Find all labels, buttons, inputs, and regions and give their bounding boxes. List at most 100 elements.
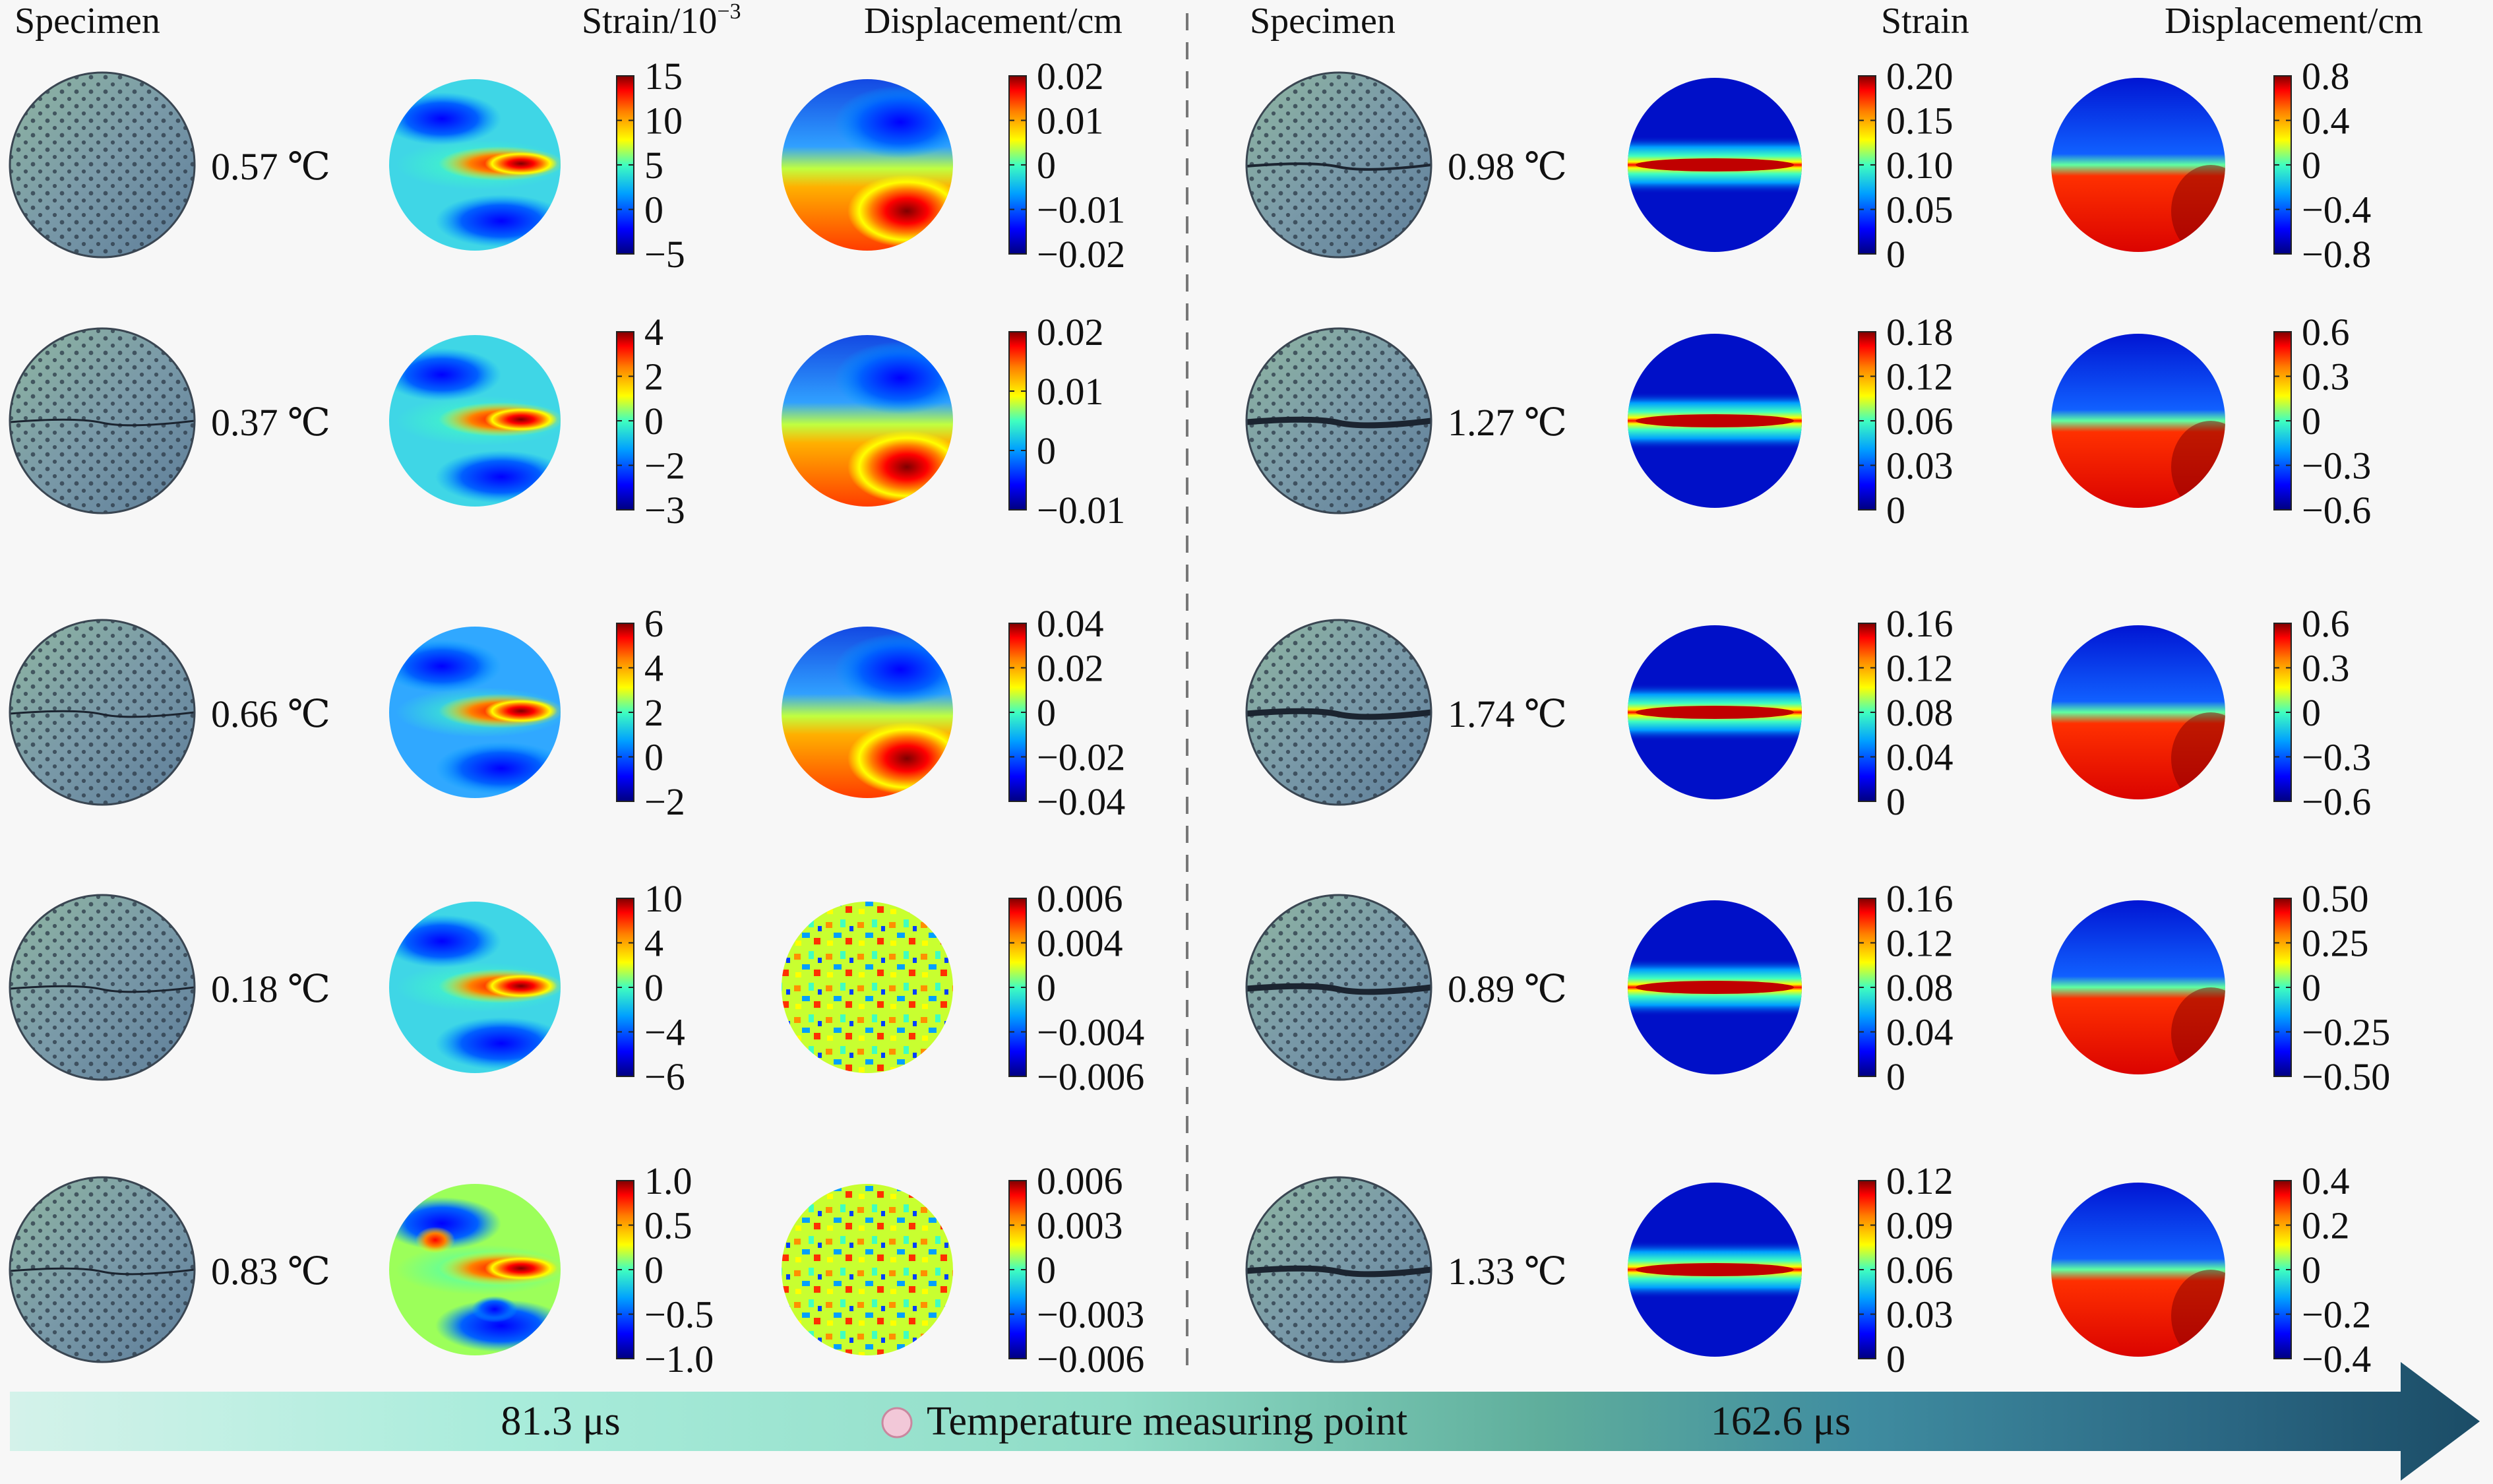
time-arrow: 81.3 μs Temperature measuring point 162.6 … bbox=[10, 1362, 2480, 1481]
colorbar-tick-label: 4 bbox=[644, 922, 663, 965]
colorbar-tick-label: −0.5 bbox=[644, 1293, 714, 1336]
displacement-colorbar: 0.020.010−0.01−0.02 bbox=[1008, 55, 1125, 276]
colorbar-tick-label: 0 bbox=[1886, 780, 1905, 823]
colorbar-tick-label: 0 bbox=[644, 966, 663, 1009]
time-label-left: 81.3 μs bbox=[501, 1399, 620, 1444]
specimen-photo bbox=[1245, 1176, 1432, 1363]
temperature-reading: 1.27 ℃ bbox=[1448, 401, 1567, 444]
strain-field-map bbox=[1628, 78, 1802, 252]
colorbar-tick-label: −0.003 bbox=[1037, 1293, 1144, 1336]
colorbar-tick-label: −6 bbox=[644, 1055, 685, 1098]
displacement-field-map bbox=[782, 79, 953, 251]
colorbar-tick-label: 0.12 bbox=[1886, 922, 1954, 965]
strain-colorbar: 420−2−3 bbox=[616, 311, 685, 532]
colorbar-tick-label: 0.02 bbox=[1037, 311, 1104, 354]
colorbar-tick-label: −0.3 bbox=[2302, 736, 2371, 779]
header-strain-right: Strain bbox=[1881, 1, 1969, 42]
colorbar-tick-label: 0.02 bbox=[1037, 55, 1104, 98]
header-strain-exponent: −3 bbox=[717, 0, 741, 24]
colorbar-tick-label: 2 bbox=[644, 691, 663, 734]
strain-field-map bbox=[389, 79, 561, 251]
colorbar-tick-label: 5 bbox=[644, 144, 663, 187]
legend-label: Temperature measuring point bbox=[927, 1399, 1407, 1444]
colorbar-tick-label: 10 bbox=[644, 100, 683, 142]
displacement-colorbar: 0.040.020−0.02−0.04 bbox=[1008, 602, 1125, 823]
colorbar-tick-label: −0.25 bbox=[2302, 1011, 2390, 1054]
time-label-right: 162.6 μs bbox=[1711, 1399, 1851, 1444]
temperature-reading: 0.66 ℃ bbox=[211, 693, 330, 735]
strain-field-map bbox=[1628, 900, 1802, 1074]
specimen-photo bbox=[9, 71, 196, 259]
displacement-colorbar: 0.60.30−0.3−0.6 bbox=[2273, 311, 2371, 532]
colorbar-tick-label: −0.50 bbox=[2302, 1055, 2390, 1098]
temperature-point-marker-icon bbox=[881, 1407, 913, 1438]
colorbar-tick-label: 0 bbox=[2302, 400, 2321, 443]
colorbar-tick-label: 2 bbox=[644, 356, 663, 398]
colorbar-tick-label: −0.3 bbox=[2302, 445, 2371, 487]
colorbar-tick-label: 0.4 bbox=[2302, 1159, 2350, 1202]
temperature-reading: 0.18 ℃ bbox=[211, 968, 330, 1010]
colorbar-tick-label: 0.006 bbox=[1037, 1159, 1123, 1202]
colorbar-tick-label: 0 bbox=[2302, 1249, 2321, 1291]
colorbar-tick-label: −3 bbox=[644, 489, 685, 532]
colorbar-tick-label: 0 bbox=[2302, 691, 2321, 734]
colorbar-tick-label: 1.0 bbox=[644, 1159, 692, 1202]
colorbar-tick-label: −0.01 bbox=[1037, 489, 1125, 532]
colorbar-tick-label: 0.04 bbox=[1886, 736, 1954, 779]
colorbar-tick-label: −1.0 bbox=[644, 1338, 714, 1380]
colorbar-tick-label: 0.05 bbox=[1886, 189, 1954, 232]
colorbar-tick-label: 0.004 bbox=[1037, 922, 1123, 965]
strain-field-map bbox=[1628, 334, 1802, 508]
colorbar-tick-label: 0.18 bbox=[1886, 311, 1954, 354]
colorbar-tick-label: 0.2 bbox=[2302, 1204, 2350, 1247]
colorbar-tick-label: 0.16 bbox=[1886, 877, 1954, 920]
displacement-colorbar: 0.40.20−0.2−0.4 bbox=[2273, 1159, 2371, 1380]
specimen-photo bbox=[1245, 619, 1432, 806]
strain-colorbar: 0.180.120.060.030 bbox=[1858, 311, 1954, 532]
colorbar-tick-label: 0.16 bbox=[1886, 602, 1954, 645]
specimen-photo bbox=[1245, 71, 1432, 259]
colorbar-tick-label: −0.004 bbox=[1037, 1011, 1144, 1054]
colorbar-tick-label: −0.8 bbox=[2302, 233, 2371, 276]
strain-colorbar: 0.200.150.100.050 bbox=[1858, 55, 1954, 276]
displacement-field-map bbox=[2051, 1183, 2225, 1357]
colorbar-tick-label: 0.20 bbox=[1886, 55, 1954, 98]
colorbar-tick-label: 0 bbox=[1886, 233, 1905, 276]
specimen-photo bbox=[9, 1176, 196, 1363]
header-strain-left: Strain/10−3 bbox=[582, 0, 741, 42]
colorbar-tick-label: 0.8 bbox=[2302, 55, 2350, 98]
displacement-colorbar: 0.02 0.01 0 −0.01 bbox=[1008, 311, 1125, 532]
colorbar-tick-label: 0.01 bbox=[1037, 370, 1104, 413]
strain-colorbar: 1.00.50−0.5−1.0 bbox=[616, 1159, 714, 1380]
colorbar-tick-label: 0.06 bbox=[1886, 1249, 1954, 1291]
colorbar-tick-label: 0.003 bbox=[1037, 1204, 1123, 1247]
colorbar-tick-label: −0.2 bbox=[2302, 1293, 2371, 1336]
specimen-photo bbox=[1245, 327, 1432, 514]
colorbar-tick-label: −0.4 bbox=[2302, 1338, 2371, 1380]
colorbar-tick-label: −0.02 bbox=[1037, 233, 1125, 276]
colorbar-tick-label: −0.006 bbox=[1037, 1055, 1144, 1098]
colorbar-tick-label: 0.06 bbox=[1886, 400, 1954, 443]
colorbar-tick-label: 0.04 bbox=[1886, 1011, 1954, 1054]
temperature-reading: 0.57 ℃ bbox=[211, 145, 330, 188]
colorbar-tick-label: 0 bbox=[644, 1249, 663, 1291]
strain-field-map bbox=[1628, 1183, 1802, 1357]
colorbar-tick-label: 0 bbox=[1037, 691, 1056, 734]
displacement-field-map bbox=[782, 627, 953, 798]
colorbar-tick-label: 0.3 bbox=[2302, 647, 2350, 690]
colorbar-tick-label: 0.5 bbox=[644, 1204, 692, 1247]
specimen-photo bbox=[9, 619, 196, 806]
colorbar-tick-label: 0.3 bbox=[2302, 356, 2350, 398]
specimen-photo bbox=[9, 327, 196, 514]
colorbar-tick-label: 0.12 bbox=[1886, 647, 1954, 690]
time-arrow-shape bbox=[10, 1362, 2480, 1481]
strain-field-map bbox=[389, 902, 561, 1073]
colorbar-tick-label: −0.02 bbox=[1037, 736, 1125, 779]
temperature-reading: 0.83 ℃ bbox=[211, 1250, 330, 1293]
colorbar-tick-label: 0.25 bbox=[2302, 922, 2369, 965]
